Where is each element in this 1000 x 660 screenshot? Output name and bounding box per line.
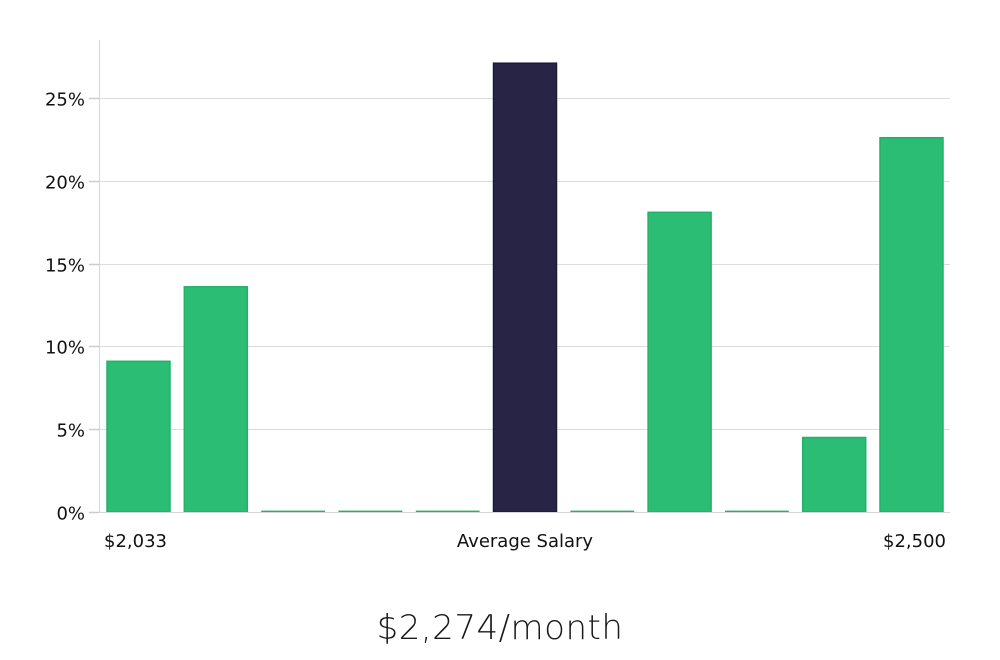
y-tick-label: 0% bbox=[56, 504, 85, 525]
bar bbox=[183, 286, 249, 513]
y-tick-label: 25% bbox=[45, 90, 85, 111]
bar bbox=[647, 211, 712, 513]
bar bbox=[338, 510, 403, 513]
y-axis-ticks: 0% 5% 10% 15% 20% 25% bbox=[45, 90, 99, 525]
x-label-min: $2,033 bbox=[104, 531, 167, 552]
bar bbox=[570, 510, 635, 513]
bar bbox=[415, 510, 480, 513]
x-axis-title: Average Salary bbox=[457, 531, 594, 552]
average-salary-value: $2,274/month bbox=[376, 608, 624, 648]
y-tick-label: 10% bbox=[45, 338, 85, 359]
bar-average-salary bbox=[492, 62, 558, 513]
bar bbox=[725, 510, 789, 513]
y-tick-label: 5% bbox=[56, 421, 85, 442]
x-label-max: $2,500 bbox=[883, 531, 946, 552]
bar bbox=[879, 136, 944, 513]
y-tick-label: 15% bbox=[45, 256, 85, 277]
bar bbox=[801, 436, 867, 513]
bar bbox=[261, 510, 326, 513]
bars bbox=[106, 62, 944, 513]
bar bbox=[106, 360, 171, 513]
y-tick-label: 20% bbox=[45, 173, 85, 194]
